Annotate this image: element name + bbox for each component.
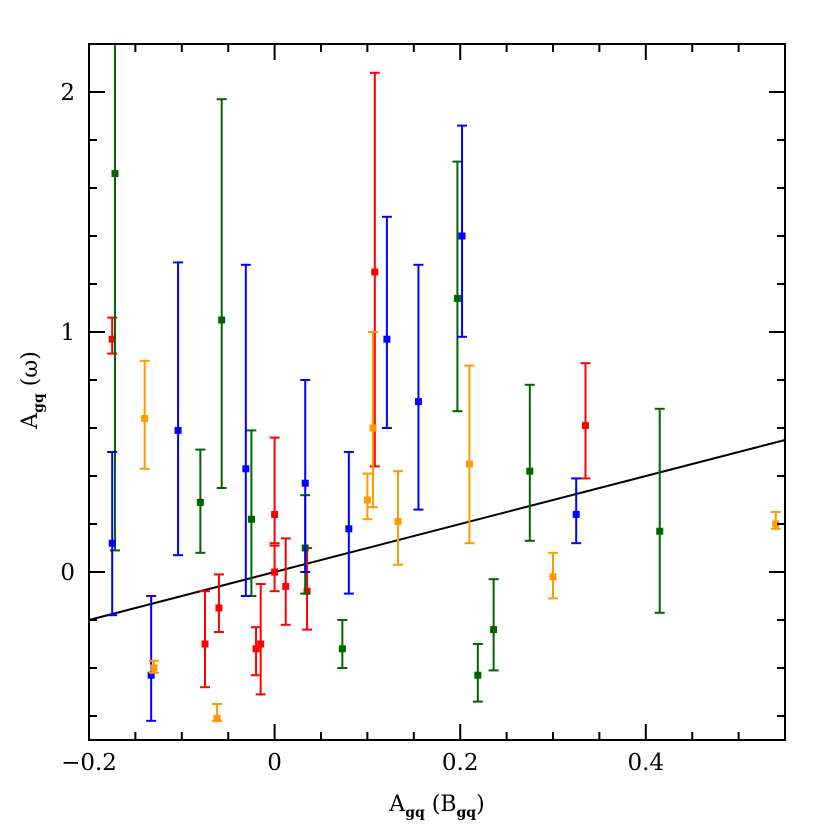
data-point-red-4 bbox=[257, 640, 265, 648]
data-point-green-9 bbox=[526, 467, 534, 475]
data-point-blue-9 bbox=[572, 510, 580, 518]
data-point-orange-1 bbox=[150, 664, 158, 672]
data-point-orange-7 bbox=[549, 573, 557, 581]
data-point-blue-2 bbox=[174, 426, 182, 434]
y-tick-label-1: 1 bbox=[60, 320, 75, 346]
data-point-blue-0 bbox=[108, 539, 116, 547]
data-point-orange-6 bbox=[465, 460, 473, 468]
data-point-blue-8 bbox=[458, 232, 466, 240]
x-tick-label-1: 0 bbox=[267, 750, 282, 776]
data-point-red-2 bbox=[215, 604, 223, 612]
fit-line bbox=[88, 439, 786, 621]
data-point-red-7 bbox=[282, 582, 290, 590]
plot-frame bbox=[88, 43, 786, 741]
data-point-red-5 bbox=[271, 510, 279, 518]
data-point-green-6 bbox=[453, 294, 461, 302]
data-point-orange-2 bbox=[213, 714, 221, 722]
data-point-blue-7 bbox=[414, 398, 422, 406]
data-point-orange-3 bbox=[363, 496, 371, 504]
data-point-red-1 bbox=[201, 640, 209, 648]
data-point-orange-5 bbox=[394, 518, 402, 526]
data-point-red-3 bbox=[252, 645, 260, 653]
series-orange bbox=[139, 331, 781, 722]
x-axis-label: Agq (Bgq) bbox=[388, 792, 484, 821]
data-point-green-5 bbox=[338, 645, 346, 653]
data-point-red-8 bbox=[303, 587, 311, 595]
data-point-green-7 bbox=[474, 671, 482, 679]
data-point-green-0 bbox=[111, 170, 119, 178]
data-point-green-2 bbox=[218, 316, 226, 324]
data-point-blue-4 bbox=[301, 479, 309, 487]
y-tick-label-2: 2 bbox=[60, 80, 75, 106]
y-tick-label-0: 0 bbox=[60, 560, 75, 586]
data-point-red-9 bbox=[371, 268, 379, 276]
x-tick-label-2: 0.2 bbox=[442, 750, 479, 776]
data-point-orange-4 bbox=[369, 424, 377, 432]
y-axis-label: Agq (ω) bbox=[18, 351, 47, 430]
data-point-orange-8 bbox=[772, 520, 780, 528]
data-point-blue-1 bbox=[147, 671, 155, 679]
data-point-green-8 bbox=[490, 626, 498, 634]
series-blue bbox=[107, 124, 582, 722]
data-point-blue-3 bbox=[242, 465, 250, 473]
x-tick-label-3: 0.4 bbox=[628, 750, 665, 776]
data-point-blue-5 bbox=[345, 525, 353, 533]
data-point-red-6 bbox=[271, 568, 279, 576]
series-red bbox=[107, 71, 591, 696]
data-point-red-10 bbox=[581, 422, 589, 430]
data-point-green-1 bbox=[196, 498, 204, 506]
data-point-green-3 bbox=[247, 515, 255, 523]
data-point-blue-6 bbox=[383, 335, 391, 343]
data-point-orange-0 bbox=[141, 414, 149, 422]
data-point-green-10 bbox=[656, 527, 664, 535]
x-tick-label-0: −0.2 bbox=[61, 750, 117, 776]
data-point-red-0 bbox=[108, 335, 116, 343]
